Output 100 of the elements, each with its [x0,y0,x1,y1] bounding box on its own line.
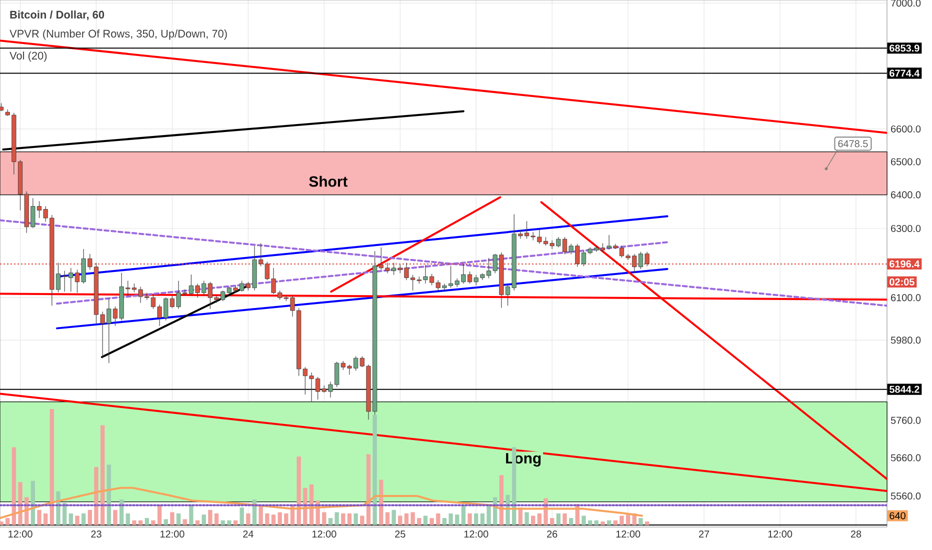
ref-line-label: 6853.9 [890,44,920,52]
bar [170,512,174,525]
bar [334,512,339,525]
annotation: 6478.5 [838,140,868,148]
bar [582,516,586,525]
bar [436,513,440,525]
y-tick-label: 7000.0 [891,0,921,7]
bar [392,510,396,525]
x-tick-label: 12:00 [8,530,32,538]
bar [366,454,371,525]
chart-title: Vol (20) [10,52,47,62]
bar [100,425,105,525]
bar [12,447,16,525]
bar [606,520,612,525]
y-tick-label: 5660.0 [890,454,921,462]
x-tick-label: 23 [91,530,102,538]
bar [138,520,143,525]
ref-line-label: 5844.2 [890,386,920,393]
bar [176,513,181,525]
bar [202,514,206,525]
text: 640 [890,512,906,520]
band-label: Long [506,453,541,467]
y-tick-label: 6300.0 [891,224,921,232]
bar [88,510,92,525]
bar [372,414,377,525]
text: Bitcoin / Dollar, 60 [10,10,104,20]
bar [341,513,346,525]
x-tick-label: 25 [395,530,406,538]
bar [568,518,574,525]
bar [620,516,624,525]
bar [246,513,250,525]
x-tick-label: 12:00 [464,530,488,538]
bar [328,518,333,525]
x-tick-label: 12:00 [768,530,792,538]
bar [423,516,428,525]
bar [94,467,98,525]
bar [594,520,598,525]
y-tick-label: 6600.0 [891,125,921,132]
y-tick-label: 6500.0 [891,158,921,166]
bar [157,505,162,525]
y-tick-label: 5560.0 [890,492,921,500]
bar [600,522,605,525]
bar [448,513,453,525]
bar [626,514,630,525]
text: 02:05 [890,278,914,286]
band-label: Short [309,176,348,187]
bar [75,516,80,525]
bar [18,482,22,525]
x-tick-label: 12:00 [616,530,640,538]
bar [240,508,244,525]
bar [474,513,478,525]
bar [360,516,364,525]
bar [296,456,301,525]
bar [6,518,10,525]
bar [56,491,60,525]
bar [556,513,561,525]
x-tick-label: 27 [698,530,710,538]
y-tick-label: 5980.0 [890,336,921,344]
bar [524,512,529,525]
ref-line-label: 6196.4 [890,260,920,268]
bar [68,513,73,525]
bar [0,522,4,525]
y-tick-label: 6400.0 [891,191,921,198]
bar [106,464,111,525]
bar [398,516,402,525]
bar [37,510,42,525]
bar [227,520,232,525]
bar [322,512,326,525]
bar [151,520,156,525]
bar [113,510,118,525]
bar [404,513,409,525]
bar [265,513,270,525]
x-tick-label: 28 [850,530,862,538]
x-tick-label: 26 [547,530,558,538]
bar [271,514,276,525]
bar [354,513,358,525]
bar [385,512,390,525]
bar [126,513,130,525]
bar [562,513,567,525]
bar [50,409,54,525]
bar [442,518,447,525]
bar [417,518,422,525]
bar [613,520,618,525]
bar [43,513,48,525]
bar [284,513,288,525]
bar [638,518,643,525]
bar [550,518,554,525]
bar [208,510,212,525]
bar [182,519,187,525]
bar [144,518,149,525]
ref-line-label: 6774.4 [890,70,920,77]
bar [537,513,542,525]
bar [81,513,86,525]
bar [644,522,650,525]
bar [468,513,472,525]
bar [410,512,415,525]
x-tick-label: 12:00 [312,530,336,538]
bar [195,520,200,525]
x-tick-label: 24 [243,530,254,538]
bar [347,513,352,525]
